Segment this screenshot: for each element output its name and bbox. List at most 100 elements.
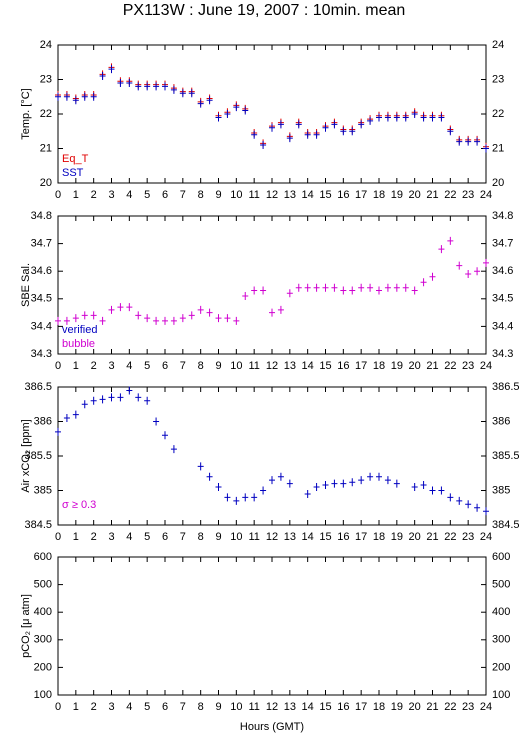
x-tick-label: 9 xyxy=(215,701,221,713)
data-point xyxy=(242,493,249,502)
y-tick-label: 385.5 xyxy=(492,450,520,462)
data-point xyxy=(304,130,311,139)
y-tick-label: 21 xyxy=(492,142,504,154)
x-tick-label: 15 xyxy=(319,531,331,543)
x-tick-label: 3 xyxy=(108,701,114,713)
data-point xyxy=(108,65,115,74)
data-point xyxy=(126,78,133,87)
data-point xyxy=(393,479,400,488)
data-point xyxy=(295,120,302,129)
data-point xyxy=(188,89,195,98)
data-point xyxy=(90,92,97,101)
data-point xyxy=(420,278,427,287)
data-point xyxy=(197,462,204,471)
x-tick-label: 17 xyxy=(355,701,367,713)
data-point xyxy=(376,286,382,295)
data-point xyxy=(233,316,240,325)
data-point xyxy=(483,258,489,267)
y-tick-label: 500 xyxy=(34,579,52,591)
data-point xyxy=(483,507,489,516)
y-tick-label: 385.5 xyxy=(24,450,52,462)
x-tick-label: 0 xyxy=(55,360,61,372)
data-point xyxy=(483,144,489,153)
data-point xyxy=(447,127,454,136)
x-tick-label: 6 xyxy=(162,360,168,372)
x-tick-label: 18 xyxy=(373,701,385,713)
x-tick-label: 17 xyxy=(355,189,367,201)
x-tick-label: 23 xyxy=(462,189,474,201)
x-tick-label: 14 xyxy=(302,360,314,372)
x-tick-label: 6 xyxy=(162,189,168,201)
y-tick-label: 100 xyxy=(34,689,52,701)
y-tick-label: 386.5 xyxy=(24,381,52,393)
x-tick-label: 20 xyxy=(409,701,421,713)
data-point xyxy=(55,316,61,325)
x-tick-label: 13 xyxy=(284,531,296,543)
y-tick-label: 20 xyxy=(492,177,504,189)
data-point xyxy=(367,283,374,292)
x-tick-label: 7 xyxy=(180,189,186,201)
x-tick-label: 20 xyxy=(409,531,421,543)
data-point xyxy=(269,308,275,317)
x-tick-label: 6 xyxy=(162,701,168,713)
data-point xyxy=(277,305,284,314)
data-point xyxy=(63,92,70,101)
plot-frame xyxy=(57,44,487,184)
y-tick-label: 22 xyxy=(492,108,504,120)
x-tick-label: 10 xyxy=(230,189,242,201)
x-tick-label: 21 xyxy=(426,531,438,543)
y-tick-label: 23 xyxy=(40,73,52,85)
data-point xyxy=(72,96,79,105)
data-point xyxy=(251,286,258,295)
data-point xyxy=(384,113,391,122)
x-tick-label: 23 xyxy=(462,531,474,543)
data-point xyxy=(331,120,338,129)
y-tick-label: 21 xyxy=(40,142,52,154)
data-point xyxy=(313,130,320,139)
data-point xyxy=(135,393,142,402)
x-tick-label: 13 xyxy=(284,701,296,713)
x-tick-label: 16 xyxy=(337,701,349,713)
data-point xyxy=(242,106,249,115)
data-point xyxy=(429,486,436,495)
x-tick-label: 1 xyxy=(73,189,79,201)
data-point xyxy=(474,267,481,276)
y-tick-label: 34.7 xyxy=(492,238,513,250)
data-point xyxy=(90,396,97,405)
x-tick-label: 19 xyxy=(391,189,403,201)
x-tick-label: 12 xyxy=(266,701,278,713)
data-point xyxy=(224,110,231,118)
y-axis-label: SBE Sal. xyxy=(20,263,32,307)
data-point xyxy=(438,486,445,495)
x-tick-label: 16 xyxy=(337,531,349,543)
data-point xyxy=(456,261,463,270)
data-point xyxy=(438,113,445,122)
x-tick-label: 2 xyxy=(91,531,97,543)
data-point xyxy=(144,82,151,91)
data-point xyxy=(126,303,133,312)
data-point xyxy=(465,500,472,509)
data-point xyxy=(233,103,240,112)
y-tick-label: 500 xyxy=(492,579,510,591)
data-point xyxy=(55,92,61,101)
y-tick-label: 386 xyxy=(492,415,510,427)
y-tick-label: 200 xyxy=(492,661,510,673)
x-tick-label: 11 xyxy=(248,189,259,201)
x-tick-label: 0 xyxy=(55,531,61,543)
data-point xyxy=(162,82,168,91)
x-tick-label: 4 xyxy=(126,189,132,201)
x-tick-label: 17 xyxy=(355,531,367,543)
data-point xyxy=(331,283,338,292)
x-tick-label: 14 xyxy=(302,189,314,201)
data-point xyxy=(197,305,204,314)
data-point xyxy=(170,85,177,94)
x-tick-label: 14 xyxy=(302,701,314,713)
data-point xyxy=(251,493,258,502)
data-point xyxy=(197,99,204,108)
data-point xyxy=(206,308,213,317)
x-tick-label: 12 xyxy=(266,189,278,201)
data-point xyxy=(474,503,481,512)
x-tick-label: 21 xyxy=(426,189,438,201)
data-point xyxy=(429,272,436,281)
x-tick-label: 21 xyxy=(426,701,438,713)
